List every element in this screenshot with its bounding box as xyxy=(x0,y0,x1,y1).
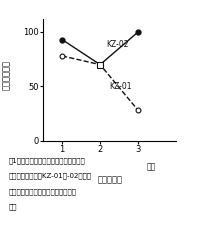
Text: KZ-01: KZ-01 xyxy=(110,82,132,91)
Text: ムクドリのＤＣ（KZ-01と-02からの: ムクドリのＤＣ（KZ-01と-02からの xyxy=(9,173,92,179)
Text: 提示の順位: 提示の順位 xyxy=(97,175,122,184)
Text: 図1　カキその他を摂食中のムクドリに: 図1 カキその他を摂食中のムクドリに xyxy=(9,157,85,164)
Text: 応率: 応率 xyxy=(9,203,17,210)
Text: KZ-02: KZ-02 xyxy=(106,40,128,50)
Text: 回目: 回目 xyxy=(147,163,156,172)
Text: 反応率（％）: 反応率（％） xyxy=(2,60,11,90)
Text: もの）を連続して提示したときの反: もの）を連続して提示したときの反 xyxy=(9,188,77,195)
